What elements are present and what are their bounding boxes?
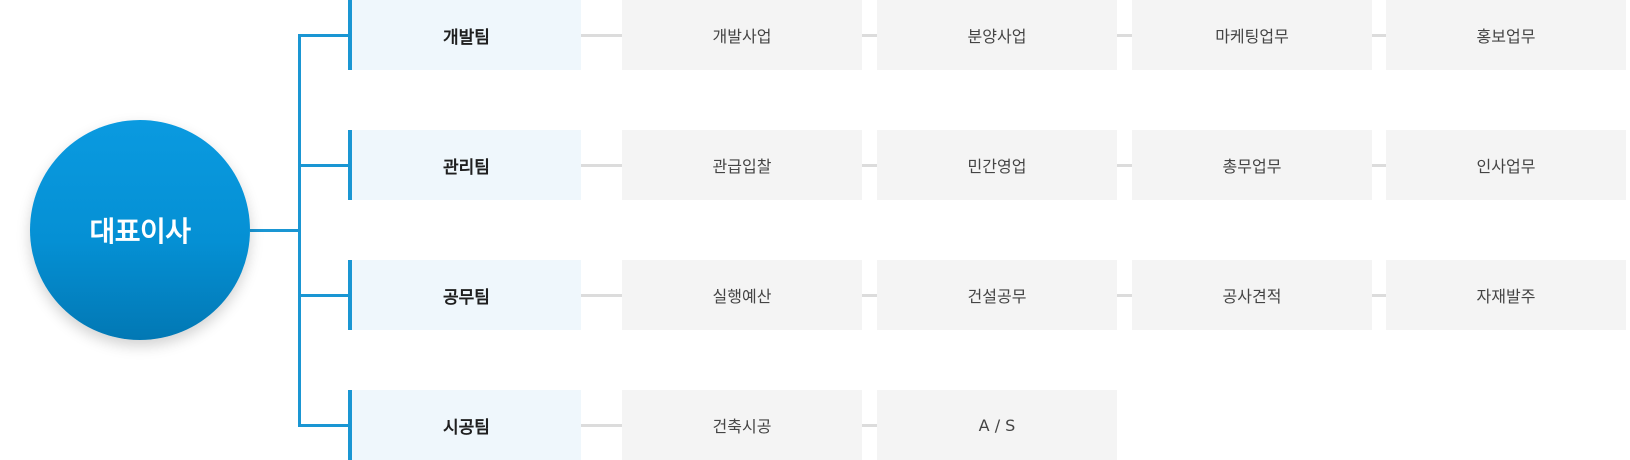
task-box: 개발사업: [622, 0, 862, 70]
task-connector-line: [862, 34, 877, 37]
task-box: 건설공무: [877, 260, 1117, 330]
team-branch-line: [298, 34, 348, 37]
ceo-connector-line: [250, 229, 300, 232]
team-box: 개발팀: [348, 0, 581, 70]
task-connector-line: [862, 294, 877, 297]
task-box: 자재발주: [1386, 260, 1626, 330]
task-box: A / S: [877, 390, 1117, 460]
task-connector-line: [862, 424, 877, 427]
task-connector-line: [581, 34, 622, 37]
task-connector-line: [1372, 34, 1386, 37]
task-box: 인사업무: [1386, 130, 1626, 200]
task-connector-line: [1117, 34, 1132, 37]
task-box: 홍보업무: [1386, 0, 1626, 70]
task-box: 실행예산: [622, 260, 862, 330]
task-box: 총무업무: [1132, 130, 1372, 200]
task-box: 민간영업: [877, 130, 1117, 200]
task-box: 관급입찰: [622, 130, 862, 200]
team-branch-line: [298, 164, 348, 167]
task-connector-line: [1372, 164, 1386, 167]
task-connector-line: [1372, 294, 1386, 297]
ceo-node: 대표이사: [30, 120, 250, 340]
team-box: 시공팀: [348, 390, 581, 460]
team-box: 관리팀: [348, 130, 581, 200]
team-branch-line: [298, 294, 348, 297]
task-connector-line: [862, 164, 877, 167]
task-connector-line: [581, 424, 622, 427]
task-connector-line: [581, 294, 622, 297]
task-box: 마케팅업무: [1132, 0, 1372, 70]
task-box: 공사견적: [1132, 260, 1372, 330]
task-connector-line: [1117, 294, 1132, 297]
task-connector-line: [581, 164, 622, 167]
task-box: 건축시공: [622, 390, 862, 460]
team-branch-line: [298, 424, 348, 427]
task-connector-line: [1117, 164, 1132, 167]
trunk-line: [298, 34, 301, 427]
team-box: 공무팀: [348, 260, 581, 330]
task-box: 분양사업: [877, 0, 1117, 70]
